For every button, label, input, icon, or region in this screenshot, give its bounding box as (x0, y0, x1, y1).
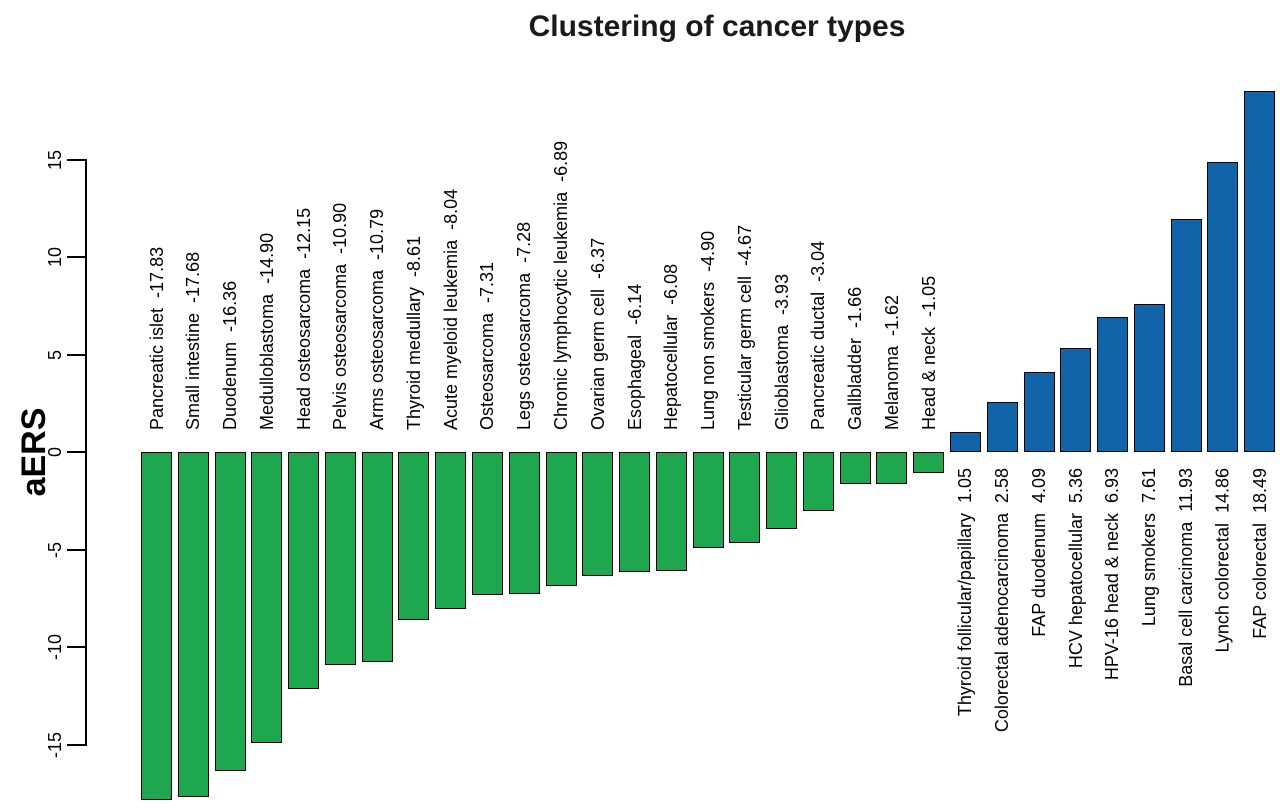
y-axis-tick (67, 451, 85, 453)
bar (435, 452, 467, 609)
bar (876, 452, 908, 484)
y-axis-tick (67, 353, 85, 356)
bar-label: Acute myeloid leukemia -8.04 (440, 188, 461, 430)
y-axis-tick (67, 743, 85, 746)
y-axis-tick-label: 0 (45, 447, 65, 458)
bar-label: Hepatocellular -6.08 (661, 263, 682, 430)
bar (1097, 316, 1128, 452)
bar-label: Pancreatic ductal -3.04 (808, 240, 829, 430)
bar (508, 452, 540, 594)
bar (1023, 372, 1055, 452)
bar (288, 452, 320, 689)
bar (766, 452, 798, 529)
bar-label: FAP duodenum 4.09 (1029, 468, 1049, 637)
bar (913, 452, 945, 473)
bar (251, 452, 283, 743)
bar (802, 452, 834, 512)
bar-label: Head & neck -1.05 (918, 275, 939, 430)
bar-label: Thyroid medullary -8.61 (403, 235, 424, 430)
bar (1133, 303, 1165, 452)
bar (619, 452, 650, 572)
chart-title: Clustering of cancer types (528, 10, 906, 43)
bar-label: Legs osteosarcoma -7.28 (514, 221, 535, 430)
bar (582, 452, 614, 577)
y-axis-tick (67, 158, 85, 161)
y-axis-tick-label: -10 (45, 634, 65, 661)
bar-label: Lung non smokers -4.90 (698, 230, 719, 430)
bar-label: Head osteosarcoma -12.15 (293, 207, 314, 430)
bar-label: HCV hepatocellular 5.36 (1065, 468, 1086, 669)
y-axis-tick-label: -15 (45, 731, 65, 758)
bar-label: HPV-16 head & neck 6.93 (1102, 468, 1123, 681)
y-axis-line (85, 158, 87, 746)
y-axis-tick-label: 10 (45, 246, 65, 268)
bar (1244, 91, 1276, 452)
bar (1060, 347, 1092, 452)
y-axis-tick (67, 548, 85, 551)
bar-label: Glioblastoma -3.93 (771, 273, 792, 430)
bar (324, 452, 356, 665)
bar-label: Duodenum -16.36 (220, 280, 240, 430)
y-axis-tick-label: 5 (45, 349, 65, 360)
bar (1170, 219, 1202, 452)
bar-label: Basal cell carcinoma 11.93 (1176, 468, 1197, 687)
bar-label: Arms osteosarcoma -10.79 (367, 208, 388, 430)
bar (361, 452, 393, 663)
bar-label: FAP colorectal 18.49 (1249, 468, 1270, 639)
bar-label: Ovarian germ cell -6.37 (587, 237, 608, 430)
bar-label: Lynch colorectal 14.86 (1212, 468, 1233, 653)
y-axis-tick-label: 15 (45, 149, 65, 170)
bar-label: Colorectal adenocarcinoma 2.58 (992, 468, 1013, 733)
bar (214, 452, 246, 771)
bar (949, 431, 981, 452)
bar-label: Esophageal -6.14 (624, 283, 645, 430)
bar (545, 452, 577, 587)
y-axis-tick (67, 256, 85, 258)
bar (986, 401, 1018, 452)
bar-label: Osteosarcoma -7.31 (477, 261, 498, 430)
bar (1207, 162, 1239, 452)
bar (471, 452, 503, 595)
y-axis-tick (67, 646, 85, 648)
bar-label: Thyroid follicular/papillary 1.05 (955, 468, 976, 717)
bar-label: Chronic lymphocytic leukemia -6.89 (551, 140, 571, 430)
bar-label: Medulloblastoma -14.90 (256, 232, 277, 430)
bar (839, 452, 871, 485)
bar-label: Gallbladder -1.66 (845, 286, 866, 430)
bar (729, 452, 761, 544)
bar-label: Testicular germ cell -4.67 (734, 224, 755, 430)
bar-label: Small intestine -17.68 (183, 251, 204, 430)
bar (177, 452, 209, 797)
y-axis-tick-label: -5 (45, 541, 65, 558)
bar (655, 452, 687, 571)
bar-label: Pelvis osteosarcoma -10.90 (330, 202, 351, 430)
bar (141, 452, 172, 800)
bar-label: Pancreatic islet -17.83 (146, 246, 167, 430)
bar (692, 452, 724, 548)
bar (398, 452, 430, 620)
bar-label: Lung smokers 7.61 (1139, 468, 1160, 627)
bar-label: Melanoma -1.62 (881, 294, 902, 430)
